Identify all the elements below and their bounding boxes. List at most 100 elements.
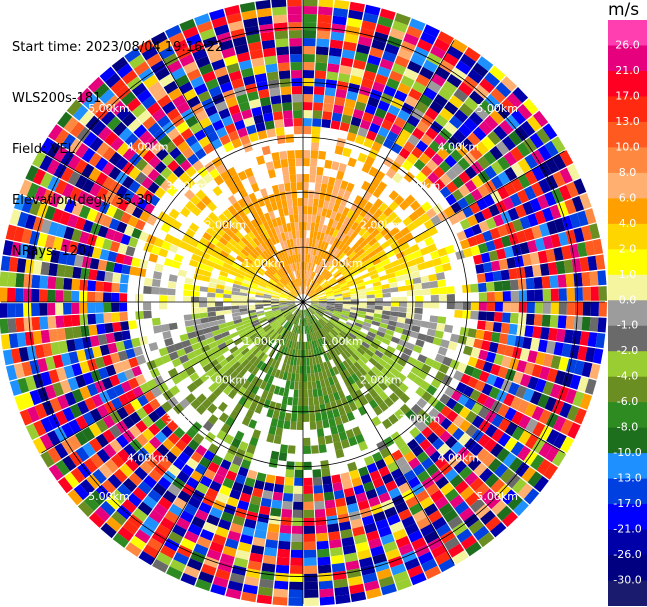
ppi-cell — [320, 268, 327, 276]
ppi-cell — [345, 560, 360, 571]
ppi-cell — [326, 305, 335, 309]
ppi-cell — [120, 233, 131, 246]
ppi-cell — [382, 310, 391, 316]
ppi-cell — [336, 137, 346, 148]
ppi-cell — [307, 317, 311, 326]
ppi-cell — [237, 328, 246, 335]
ppi-cell — [313, 313, 320, 320]
ppi-cell — [266, 71, 279, 81]
ppi-cell — [382, 217, 392, 227]
colorbar-segment — [608, 223, 647, 250]
ppi-cell — [569, 374, 582, 390]
ppi-cell — [253, 259, 262, 267]
ppi-cell — [339, 232, 347, 242]
ppi-cell — [149, 436, 162, 450]
ppi-cell — [394, 475, 407, 487]
ppi-cell — [288, 272, 294, 281]
ppi-cell — [329, 319, 337, 326]
ppi-cell — [464, 193, 476, 206]
ppi-cell — [220, 511, 234, 523]
nrays-label: NRays: 120 — [12, 244, 87, 259]
ppi-cell — [290, 292, 297, 298]
ppi-cell — [207, 392, 218, 404]
ppi-cell — [201, 97, 215, 110]
ppi-cell — [520, 120, 536, 137]
ppi-cell — [341, 289, 350, 294]
ppi-cell — [217, 74, 231, 86]
ppi-cell — [332, 237, 339, 247]
ppi-cell — [357, 499, 370, 511]
ppi-cell — [112, 121, 127, 137]
colorbar-tick: 10.0 — [615, 140, 640, 153]
ppi-cell — [284, 363, 290, 373]
ppi-cell — [304, 270, 307, 279]
ppi-cell — [63, 277, 73, 290]
ppi-cell — [219, 250, 229, 258]
ppi-cell — [120, 359, 132, 371]
ppi-cell — [295, 309, 300, 317]
ppi-cell — [327, 218, 335, 228]
ppi-cell — [273, 289, 281, 294]
ppi-cell — [101, 377, 113, 390]
ppi-cell — [201, 275, 211, 282]
colorbar-segment — [608, 529, 647, 556]
ppi-cell — [200, 317, 210, 324]
ppi-cell — [270, 236, 277, 245]
ppi-cell — [326, 385, 333, 395]
ppi-cell — [256, 594, 273, 605]
ppi-cell — [322, 283, 330, 289]
ppi-cell — [332, 186, 340, 196]
ppi-cell — [271, 218, 278, 228]
ppi-cell — [340, 472, 351, 482]
ppi-cell — [317, 338, 323, 347]
ppi-cell — [68, 240, 79, 254]
ppi-cell — [2, 240, 14, 256]
ppi-cell — [313, 485, 324, 494]
ppi-cell — [224, 538, 239, 550]
ppi-cell — [216, 492, 229, 504]
ppi-cell — [242, 279, 251, 285]
ppi-cell — [31, 316, 41, 331]
ppi-cell — [211, 58, 226, 71]
ppi-cell — [255, 256, 264, 265]
ppi-cell — [199, 28, 216, 41]
ppi-cell — [195, 110, 208, 122]
ppi-cell — [542, 289, 551, 301]
ppi-cell — [475, 329, 485, 340]
ppi-cell — [290, 182, 297, 191]
ppi-cell — [86, 474, 101, 490]
ppi-cell — [337, 241, 346, 251]
ppi-cell — [459, 419, 472, 433]
ppi-cell — [442, 356, 453, 367]
ppi-cell — [134, 219, 146, 231]
ppi-cell — [295, 158, 303, 167]
ppi-cell — [167, 432, 180, 445]
ppi-cell — [325, 273, 333, 281]
ppi-cell — [335, 497, 347, 508]
ppi-cell — [248, 287, 257, 292]
ppi-cell — [323, 483, 333, 493]
ppi-cell — [452, 550, 469, 565]
ppi-cell — [247, 296, 256, 300]
ppi-cell — [227, 530, 241, 542]
ppi-cell — [264, 120, 275, 130]
ppi-cell — [478, 311, 487, 321]
ppi-cell — [357, 35, 373, 47]
ppi-cell — [314, 508, 326, 518]
ppi-cell — [293, 126, 303, 135]
ppi-cell — [426, 463, 439, 477]
ppi-cell — [588, 223, 601, 240]
ppi-cell — [130, 257, 141, 268]
ppi-cell — [231, 138, 243, 149]
ppi-cell — [385, 480, 398, 492]
ppi-cell — [159, 45, 175, 60]
ppi-cell — [503, 393, 515, 407]
ppi-cell — [202, 420, 214, 432]
ppi-cell — [322, 111, 333, 121]
ppi-cell — [218, 39, 234, 51]
ppi-cell — [522, 337, 533, 350]
ppi-cell — [274, 226, 281, 235]
colorbar-unit: m/s — [608, 0, 640, 20]
ppi-cell — [346, 132, 357, 142]
ppi-cell — [208, 282, 217, 289]
